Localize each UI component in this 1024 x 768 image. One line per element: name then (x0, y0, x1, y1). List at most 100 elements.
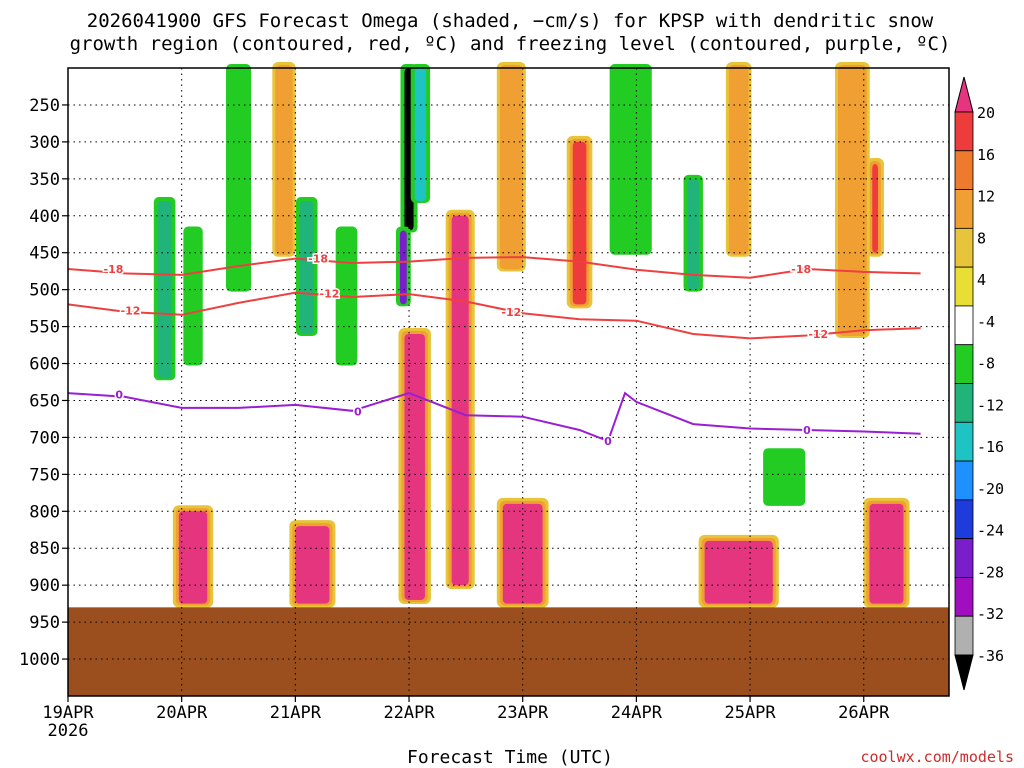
colorbar-label-6: -8 (977, 355, 995, 373)
omega-cell-5 (299, 200, 314, 334)
y-tick-label-9: 700 (29, 428, 60, 448)
colorbar-swatch-4 (954, 227, 974, 268)
x-tick-label-3: 22APR (383, 703, 435, 723)
y-tick-label-12: 850 (29, 539, 60, 559)
colorbar-bottom-arrow (954, 654, 974, 691)
contour-label-7: 0 (115, 389, 123, 402)
omega-cell-2 (414, 68, 427, 201)
y-tick-label-4: 450 (29, 244, 60, 264)
colorbar-swatch-12 (954, 538, 974, 578)
contour-label-8: 0 (354, 406, 362, 419)
omega-cell-4 (187, 230, 199, 364)
omega-cell-14 (178, 511, 208, 604)
colorbar-swatch-7 (954, 344, 974, 384)
omega-cell-21 (278, 68, 290, 253)
colorbar-label-1: 16 (977, 146, 995, 164)
contour-label-6: -12 (808, 328, 828, 341)
contour-lines: -18 -18 -18 -12 -12 -12 -12 0 0 0 0 (67, 251, 921, 450)
colorbar-label-2: 12 (977, 188, 995, 206)
contour-label-4: -12 (320, 287, 340, 300)
grid-lines (68, 68, 949, 696)
colorbar-label-11: -28 (977, 563, 1004, 581)
x-tick-label-4: 23APR (497, 703, 549, 723)
contour-label-3: -12 (121, 304, 141, 317)
omega-cell-10 (767, 452, 802, 504)
x-tick-label-5: 24APR (611, 703, 663, 723)
omega-cell-8 (613, 68, 648, 253)
omega-cell-9 (687, 178, 699, 290)
omega-cell-16 (502, 503, 543, 604)
y-tick-label-0: 250 (29, 96, 60, 116)
y-tick-label-7: 600 (29, 355, 60, 375)
contour-label-1: -18 (308, 253, 328, 266)
colorbar-label-3: 8 (977, 229, 986, 247)
contour-label-9: 0 (604, 435, 612, 448)
colorbar: 20 16 12 8 4 -4 -8 -12 -16 -20 -24 -28 -32 -36 (954, 76, 1004, 691)
colorbar-swatch-13 (954, 577, 974, 617)
omega-cell-13 (572, 141, 587, 305)
y-tick-label-10: 750 (29, 465, 60, 485)
omega-cell-11 (451, 215, 469, 586)
contour-label-2: -18 (791, 263, 811, 276)
y-tick-label-3: 400 (29, 207, 60, 227)
colorbar-label-7: -12 (977, 396, 1004, 414)
omega-cell-17 (704, 540, 773, 604)
y-tick-label-8: 650 (29, 391, 60, 411)
colorbar-label-10: -24 (977, 522, 1004, 540)
omega-cell-3 (157, 200, 172, 379)
colorbar-swatch-3 (954, 189, 974, 229)
surface-ground (68, 607, 949, 696)
x-tick-label-1: 20APR (156, 703, 208, 723)
colorbar-swatch-8 (954, 383, 974, 423)
y-tick-label-2: 350 (29, 170, 60, 190)
colorbar-swatch-6 (954, 305, 974, 346)
y-tick-label-15: 1000 (19, 650, 60, 670)
x-tick-label-2: 21APR (270, 703, 322, 723)
omega-cell-12 (404, 333, 425, 600)
x-tick-label-0: 19APR (42, 703, 94, 723)
omega-cell-15 (295, 526, 330, 604)
y-tick-label-6: 550 (29, 318, 60, 338)
plot-area: -18 -18 -18 -12 -12 -12 -12 0 0 0 0 (67, 62, 950, 697)
contour-line-m18-0 (67, 256, 921, 279)
x-tick-label-7: 26APR (838, 703, 890, 723)
y-tick-label-13: 900 (29, 576, 60, 596)
colorbar-swatch-1 (954, 111, 974, 152)
omega-cell-22 (502, 68, 520, 268)
chart-title-line1: 2026041900 GFS Forecast Omega (shaded, −… (87, 10, 934, 32)
omega-cell-23 (731, 68, 746, 253)
contour-line-0-2 (67, 391, 921, 443)
omega-cell-1 (399, 230, 407, 305)
y-tick-label-1: 300 (29, 133, 60, 153)
colorbar-label-13: -36 (977, 647, 1004, 665)
colorbar-label-0: 20 (977, 104, 995, 122)
x-tick-label-6: 25APR (724, 703, 776, 723)
colorbar-swatch-5 (954, 266, 974, 307)
contour-label-0: -18 (104, 263, 124, 276)
y-tick-label-5: 500 (29, 281, 60, 301)
colorbar-label-4: 4 (977, 271, 986, 289)
colorbar-swatch-10 (954, 460, 974, 501)
colorbar-swatch-11 (954, 499, 974, 540)
y-tick-label-11: 800 (29, 502, 60, 522)
chart-title-line2: growth region (contoured, red, ºC) and f… (70, 33, 951, 55)
x-axis-label: Forecast Time (UTC) (407, 747, 613, 768)
colorbar-swatch-9 (954, 421, 974, 462)
plot-frame (67, 67, 950, 697)
contour-line-m12-1 (67, 291, 921, 340)
colorbar-label-8: -16 (977, 438, 1004, 456)
colorbar-label-12: -32 (977, 605, 1004, 623)
credit-text: coolwx.com/models (860, 748, 1014, 766)
contour-label-5: -12 (501, 306, 521, 319)
omega-shading-layer (153, 62, 910, 608)
colorbar-label-9: -20 (977, 480, 1004, 498)
x-tick-sublabel-0: 2026 (48, 721, 89, 741)
colorbar-top-arrow (954, 76, 974, 113)
contour-label-10: 0 (803, 424, 811, 437)
omega-cell-19 (872, 164, 878, 253)
colorbar-swatch-2 (954, 150, 974, 190)
colorbar-swatch-14 (954, 615, 974, 656)
omega-cell-20 (841, 68, 864, 334)
